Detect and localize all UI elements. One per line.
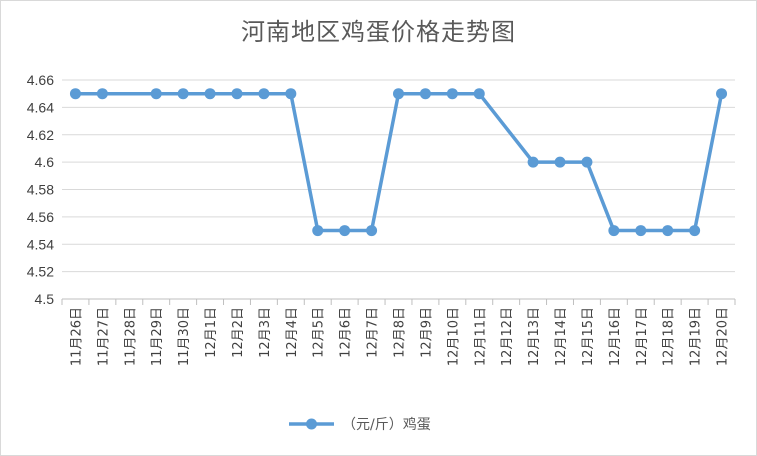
data-point xyxy=(258,88,270,100)
data-point xyxy=(635,225,647,237)
x-tick-label: 11月30日 xyxy=(177,307,192,366)
chart-title: 河南地区鸡蛋价格走势图 xyxy=(241,18,516,46)
data-point xyxy=(393,88,404,100)
data-point xyxy=(231,88,243,100)
legend-label: （元/斤）鸡蛋 xyxy=(342,416,431,433)
data-point xyxy=(554,156,566,168)
x-tick-label: 12月9日 xyxy=(419,307,434,358)
data-point xyxy=(96,88,108,100)
x-tick-label: 12月6日 xyxy=(339,307,354,358)
x-tick-label: 12月7日 xyxy=(366,307,381,358)
y-tick-label: 4.58 xyxy=(27,182,54,198)
data-point xyxy=(662,225,674,237)
data-point xyxy=(285,88,297,100)
x-tick-label: 11月26日 xyxy=(69,307,84,366)
y-tick-label: 4.6 xyxy=(35,154,55,170)
legend-marker-swatch xyxy=(306,418,317,430)
x-tick-label: 12月10日 xyxy=(446,307,461,366)
x-tick-label: 12月20日 xyxy=(716,307,731,366)
x-tick-label: 12月15日 xyxy=(581,307,596,366)
data-point xyxy=(581,156,593,168)
y-tick-label: 4.64 xyxy=(27,99,54,115)
x-tick-label: 12月12日 xyxy=(500,307,515,366)
y-tick-label: 4.54 xyxy=(27,236,54,252)
data-point xyxy=(312,225,324,237)
x-tick-label: 12月3日 xyxy=(258,307,273,358)
data-point xyxy=(204,88,216,100)
x-tick-label: 12月19日 xyxy=(689,307,704,366)
data-point xyxy=(608,225,620,237)
x-tick-label: 12月11日 xyxy=(473,307,488,366)
x-axis-ticks: 11月26日 11月27日 11月28日 11月29日 11月30日 12月1日 12月2日… xyxy=(69,307,730,366)
data-point xyxy=(527,156,539,168)
x-tick-label: 12月13日 xyxy=(527,307,542,366)
data-point xyxy=(689,225,701,237)
x-tick-label: 12月1日 xyxy=(204,307,219,358)
data-point xyxy=(177,88,189,100)
x-tick-label: 12月14日 xyxy=(554,307,569,366)
data-point xyxy=(366,225,378,237)
x-tick-label: 12月5日 xyxy=(312,307,327,358)
y-tick-label: 4.56 xyxy=(27,209,54,225)
x-tick-label: 12月16日 xyxy=(608,307,623,366)
data-point xyxy=(446,88,458,100)
x-tick-label: 11月28日 xyxy=(123,307,138,366)
data-point xyxy=(69,88,81,100)
legend: （元/斤）鸡蛋 xyxy=(289,416,431,433)
grid-lines xyxy=(62,79,735,300)
x-tick-label: 11月29日 xyxy=(150,307,165,366)
y-tick-label: 4.5 xyxy=(35,291,55,307)
y-tick-label: 4.62 xyxy=(27,127,54,143)
series-layer xyxy=(69,88,728,237)
y-tick-label: 4.52 xyxy=(27,264,54,280)
x-tick-label: 12月4日 xyxy=(285,307,300,358)
y-axis-ticks: 4.66 4.64 4.62 4.6 4.58 4.56 4.54 4.52 4.5 xyxy=(27,72,54,307)
data-point xyxy=(473,88,485,100)
data-point xyxy=(339,225,351,237)
x-axis xyxy=(61,298,736,305)
data-point xyxy=(150,88,162,100)
x-tick-label: 12月2日 xyxy=(231,307,246,358)
x-tick-label: 12月17日 xyxy=(635,307,650,366)
y-tick-label: 4.66 xyxy=(27,72,54,88)
x-tick-label: 12月8日 xyxy=(393,307,408,358)
data-point xyxy=(419,88,431,100)
x-tick-label: 11月27日 xyxy=(96,307,111,366)
x-tick-label: 12月18日 xyxy=(662,307,677,366)
data-point xyxy=(716,88,728,100)
